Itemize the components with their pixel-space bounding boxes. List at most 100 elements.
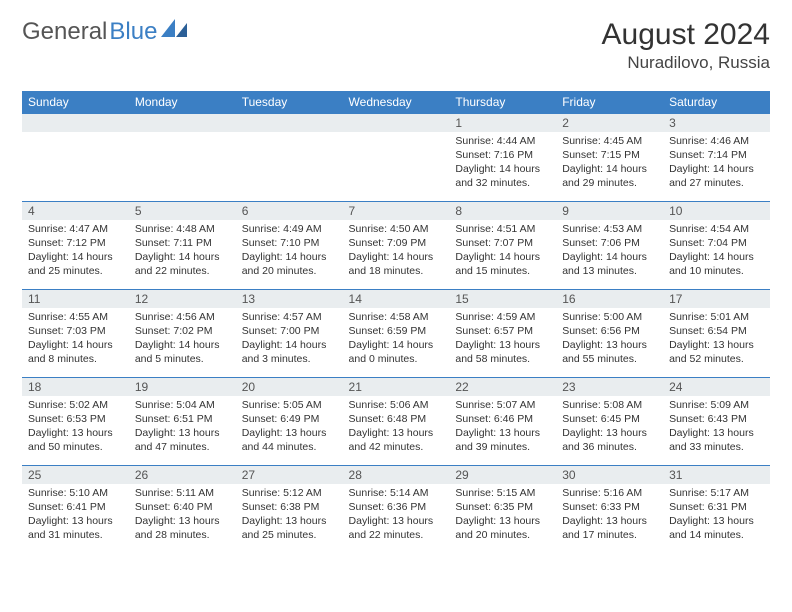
calendar-month-title: August 2024 (602, 18, 770, 52)
day-details: Sunrise: 5:15 AM Sunset: 6:35 PM Dayligh… (449, 484, 556, 546)
day-number: 17 (663, 290, 770, 308)
day-details: Sunrise: 4:51 AM Sunset: 7:07 PM Dayligh… (449, 220, 556, 282)
calendar-day-cell: 26Sunrise: 5:11 AM Sunset: 6:40 PM Dayli… (129, 466, 236, 554)
day-details: Sunrise: 4:50 AM Sunset: 7:09 PM Dayligh… (343, 220, 450, 282)
day-details: Sunrise: 4:48 AM Sunset: 7:11 PM Dayligh… (129, 220, 236, 282)
day-number: 16 (556, 290, 663, 308)
calendar-day-cell: 29Sunrise: 5:15 AM Sunset: 6:35 PM Dayli… (449, 466, 556, 554)
brand-part2: Blue (109, 18, 157, 46)
calendar-week-row: 18Sunrise: 5:02 AM Sunset: 6:53 PM Dayli… (22, 378, 770, 466)
calendar-day-cell: 4Sunrise: 4:47 AM Sunset: 7:12 PM Daylig… (22, 202, 129, 290)
calendar-day-cell: 7Sunrise: 4:50 AM Sunset: 7:09 PM Daylig… (343, 202, 450, 290)
calendar-day-cell: 2Sunrise: 4:45 AM Sunset: 7:15 PM Daylig… (556, 114, 663, 202)
day-number: 8 (449, 202, 556, 220)
day-details: Sunrise: 4:46 AM Sunset: 7:14 PM Dayligh… (663, 132, 770, 194)
day-details: Sunrise: 4:53 AM Sunset: 7:06 PM Dayligh… (556, 220, 663, 282)
day-details: Sunrise: 5:07 AM Sunset: 6:46 PM Dayligh… (449, 396, 556, 458)
day-details: Sunrise: 5:00 AM Sunset: 6:56 PM Dayligh… (556, 308, 663, 370)
day-details: Sunrise: 4:58 AM Sunset: 6:59 PM Dayligh… (343, 308, 450, 370)
calendar-day-cell: 31Sunrise: 5:17 AM Sunset: 6:31 PM Dayli… (663, 466, 770, 554)
day-number: 29 (449, 466, 556, 484)
day-number: 26 (129, 466, 236, 484)
day-number: 13 (236, 290, 343, 308)
weekday-thu: Thursday (449, 91, 556, 114)
day-number: 1 (449, 114, 556, 132)
calendar-week-row: 11Sunrise: 4:55 AM Sunset: 7:03 PM Dayli… (22, 290, 770, 378)
calendar-day-cell: 16Sunrise: 5:00 AM Sunset: 6:56 PM Dayli… (556, 290, 663, 378)
calendar-day-cell: 23Sunrise: 5:08 AM Sunset: 6:45 PM Dayli… (556, 378, 663, 466)
day-details: Sunrise: 4:57 AM Sunset: 7:00 PM Dayligh… (236, 308, 343, 370)
day-number: 19 (129, 378, 236, 396)
day-details: Sunrise: 5:02 AM Sunset: 6:53 PM Dayligh… (22, 396, 129, 458)
day-details: Sunrise: 4:49 AM Sunset: 7:10 PM Dayligh… (236, 220, 343, 282)
calendar-day-cell: 21Sunrise: 5:06 AM Sunset: 6:48 PM Dayli… (343, 378, 450, 466)
calendar-day-cell: 17Sunrise: 5:01 AM Sunset: 6:54 PM Dayli… (663, 290, 770, 378)
day-number: 9 (556, 202, 663, 220)
calendar-day-cell: 8Sunrise: 4:51 AM Sunset: 7:07 PM Daylig… (449, 202, 556, 290)
day-number: 4 (22, 202, 129, 220)
calendar-week-row: 4Sunrise: 4:47 AM Sunset: 7:12 PM Daylig… (22, 202, 770, 290)
day-details: Sunrise: 4:56 AM Sunset: 7:02 PM Dayligh… (129, 308, 236, 370)
day-number: 20 (236, 378, 343, 396)
calendar-day-cell: 15Sunrise: 4:59 AM Sunset: 6:57 PM Dayli… (449, 290, 556, 378)
calendar-day-cell (343, 114, 450, 202)
calendar-day-cell: 14Sunrise: 4:58 AM Sunset: 6:59 PM Dayli… (343, 290, 450, 378)
day-details: Sunrise: 5:09 AM Sunset: 6:43 PM Dayligh… (663, 396, 770, 458)
brand-part1: General (22, 18, 107, 46)
calendar-day-cell: 3Sunrise: 4:46 AM Sunset: 7:14 PM Daylig… (663, 114, 770, 202)
day-number: 14 (343, 290, 450, 308)
calendar-body: 1Sunrise: 4:44 AM Sunset: 7:16 PM Daylig… (22, 114, 770, 554)
day-details: Sunrise: 5:14 AM Sunset: 6:36 PM Dayligh… (343, 484, 450, 546)
day-details: Sunrise: 5:17 AM Sunset: 6:31 PM Dayligh… (663, 484, 770, 546)
day-details: Sunrise: 4:55 AM Sunset: 7:03 PM Dayligh… (22, 308, 129, 370)
day-number: 30 (556, 466, 663, 484)
day-number: 11 (22, 290, 129, 308)
weekday-wed: Wednesday (343, 91, 450, 114)
calendar-day-cell: 13Sunrise: 4:57 AM Sunset: 7:00 PM Dayli… (236, 290, 343, 378)
calendar-table: Sunday Monday Tuesday Wednesday Thursday… (22, 91, 770, 554)
calendar-day-cell: 9Sunrise: 4:53 AM Sunset: 7:06 PM Daylig… (556, 202, 663, 290)
day-number: 23 (556, 378, 663, 396)
day-details: Sunrise: 5:16 AM Sunset: 6:33 PM Dayligh… (556, 484, 663, 546)
day-details: Sunrise: 4:44 AM Sunset: 7:16 PM Dayligh… (449, 132, 556, 194)
weekday-sat: Saturday (663, 91, 770, 114)
day-details: Sunrise: 5:04 AM Sunset: 6:51 PM Dayligh… (129, 396, 236, 458)
title-block: August 2024 Nuradilovo, Russia (602, 18, 770, 73)
day-details: Sunrise: 5:01 AM Sunset: 6:54 PM Dayligh… (663, 308, 770, 370)
day-details: Sunrise: 5:06 AM Sunset: 6:48 PM Dayligh… (343, 396, 450, 458)
calendar-week-row: 25Sunrise: 5:10 AM Sunset: 6:41 PM Dayli… (22, 466, 770, 554)
calendar-day-cell: 19Sunrise: 5:04 AM Sunset: 6:51 PM Dayli… (129, 378, 236, 466)
day-number: 22 (449, 378, 556, 396)
calendar-day-cell: 18Sunrise: 5:02 AM Sunset: 6:53 PM Dayli… (22, 378, 129, 466)
day-details: Sunrise: 5:10 AM Sunset: 6:41 PM Dayligh… (22, 484, 129, 546)
day-number: 31 (663, 466, 770, 484)
calendar-day-cell: 1Sunrise: 4:44 AM Sunset: 7:16 PM Daylig… (449, 114, 556, 202)
day-details: Sunrise: 5:12 AM Sunset: 6:38 PM Dayligh… (236, 484, 343, 546)
weekday-mon: Monday (129, 91, 236, 114)
day-number: 15 (449, 290, 556, 308)
weekday-sun: Sunday (22, 91, 129, 114)
day-number: 28 (343, 466, 450, 484)
day-details: Sunrise: 5:08 AM Sunset: 6:45 PM Dayligh… (556, 396, 663, 458)
day-details: Sunrise: 4:59 AM Sunset: 6:57 PM Dayligh… (449, 308, 556, 370)
day-details: Sunrise: 4:47 AM Sunset: 7:12 PM Dayligh… (22, 220, 129, 282)
calendar-day-cell: 5Sunrise: 4:48 AM Sunset: 7:11 PM Daylig… (129, 202, 236, 290)
calendar-day-cell (129, 114, 236, 202)
day-number: 12 (129, 290, 236, 308)
brand-sail-icon (161, 19, 189, 39)
calendar-day-cell: 24Sunrise: 5:09 AM Sunset: 6:43 PM Dayli… (663, 378, 770, 466)
day-number: 18 (22, 378, 129, 396)
day-number: 25 (22, 466, 129, 484)
calendar-day-cell: 20Sunrise: 5:05 AM Sunset: 6:49 PM Dayli… (236, 378, 343, 466)
day-number: 7 (343, 202, 450, 220)
day-number: 3 (663, 114, 770, 132)
day-details: Sunrise: 5:11 AM Sunset: 6:40 PM Dayligh… (129, 484, 236, 546)
day-details: Sunrise: 5:05 AM Sunset: 6:49 PM Dayligh… (236, 396, 343, 458)
day-details: Sunrise: 4:54 AM Sunset: 7:04 PM Dayligh… (663, 220, 770, 282)
calendar-day-cell: 22Sunrise: 5:07 AM Sunset: 6:46 PM Dayli… (449, 378, 556, 466)
calendar-day-cell: 27Sunrise: 5:12 AM Sunset: 6:38 PM Dayli… (236, 466, 343, 554)
calendar-day-cell (22, 114, 129, 202)
calendar-day-cell: 12Sunrise: 4:56 AM Sunset: 7:02 PM Dayli… (129, 290, 236, 378)
day-number: 24 (663, 378, 770, 396)
calendar-day-cell: 6Sunrise: 4:49 AM Sunset: 7:10 PM Daylig… (236, 202, 343, 290)
